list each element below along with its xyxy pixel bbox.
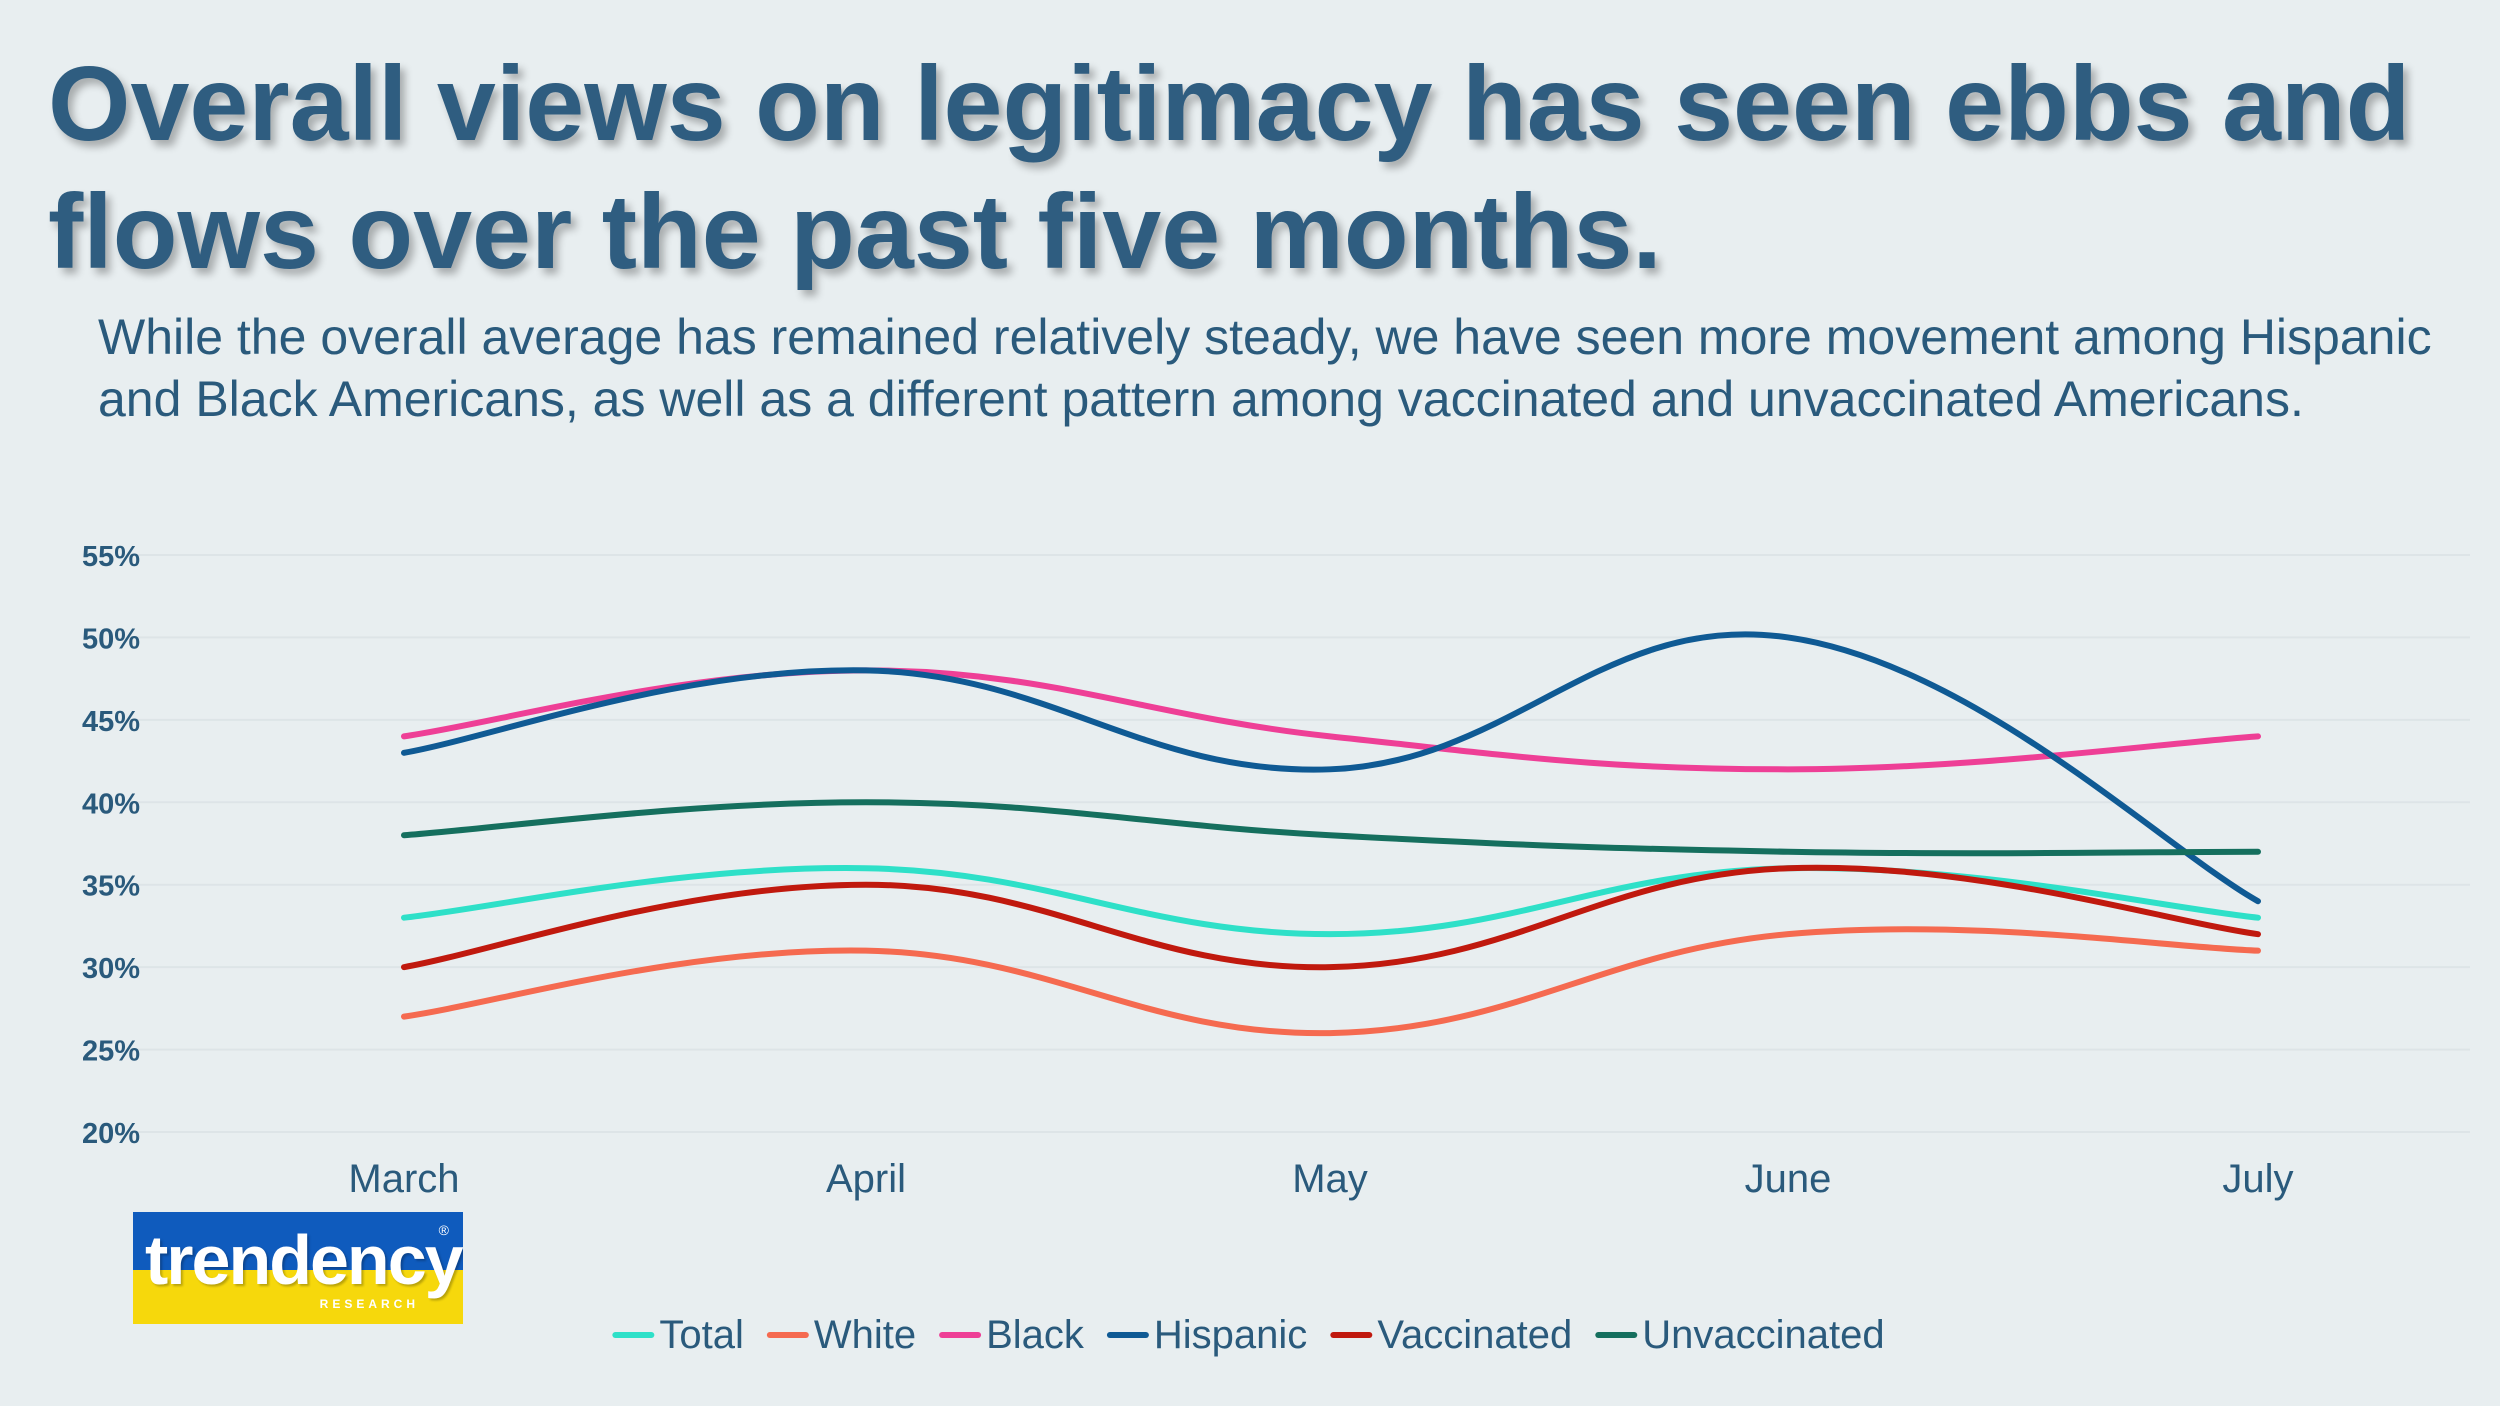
- x-axis-ticks: March April May June July: [348, 1157, 2293, 1201]
- logo-tagline: RESEARCH: [319, 1297, 419, 1311]
- series-line-white: [401, 926, 2261, 1037]
- legend-label: Unvaccinated: [1642, 1313, 1884, 1357]
- series-line-hispanic: [401, 631, 2261, 905]
- legend-item-white: White: [766, 1313, 916, 1357]
- legend-label: Black: [986, 1313, 1085, 1357]
- x-tick-label: July: [2222, 1157, 2293, 1201]
- slide-subtitle: While the overall average has remained r…: [98, 309, 2432, 427]
- series-line-unvaccinated: [401, 799, 2261, 857]
- x-tick-label: March: [348, 1157, 459, 1201]
- legend-item-total: Total: [612, 1313, 744, 1357]
- y-tick-label: 40%: [82, 788, 140, 820]
- y-tick-label: 55%: [82, 541, 140, 573]
- logo-wordmark: trendency: [145, 1221, 463, 1299]
- y-tick-label: 50%: [82, 623, 140, 655]
- legend-label: White: [814, 1313, 916, 1357]
- logo-yellow-band: [133, 1270, 463, 1324]
- y-tick-label: 20%: [82, 1118, 140, 1150]
- legend-item-hispanic: Hispanic: [1106, 1313, 1307, 1357]
- legend: Total White Black Hispanic Vaccinated Unvacci…: [612, 1313, 1885, 1357]
- y-tick-label: 25%: [82, 1036, 140, 1068]
- x-tick-label: June: [1745, 1157, 1832, 1201]
- slide-title: Overall views on legitimacy has seen ebb…: [48, 45, 2411, 291]
- legend-item-vaccinated: Vaccinated: [1330, 1313, 1572, 1357]
- y-tick-label: 35%: [82, 871, 140, 903]
- logo-registered-mark: ®: [438, 1222, 449, 1238]
- legend-item-black: Black: [939, 1313, 1085, 1357]
- series-lines: [401, 631, 2261, 1037]
- y-axis-ticks: 55% 50% 45% 40% 35% 30% 25% 20%: [82, 541, 140, 1150]
- grid-lines: [130, 554, 2470, 1133]
- trendency-logo: trendency ® RESEARCH: [133, 1212, 463, 1324]
- y-tick-label: 30%: [82, 953, 140, 985]
- legend-label: Hispanic: [1154, 1313, 1307, 1357]
- logo-blue-band: [133, 1212, 463, 1270]
- legend-item-unvaccinated: Unvaccinated: [1595, 1313, 1885, 1357]
- legend-label: Total: [659, 1313, 744, 1357]
- legend-label: Vaccinated: [1377, 1313, 1572, 1357]
- line-chart: 55% 50% 45% 40% 35% 30% 25% 20% March April May Ju…: [82, 541, 2470, 1357]
- x-tick-label: April: [826, 1157, 906, 1201]
- y-tick-label: 45%: [82, 706, 140, 738]
- series-line-vaccinated: [401, 864, 2261, 971]
- x-tick-label: May: [1292, 1157, 1368, 1201]
